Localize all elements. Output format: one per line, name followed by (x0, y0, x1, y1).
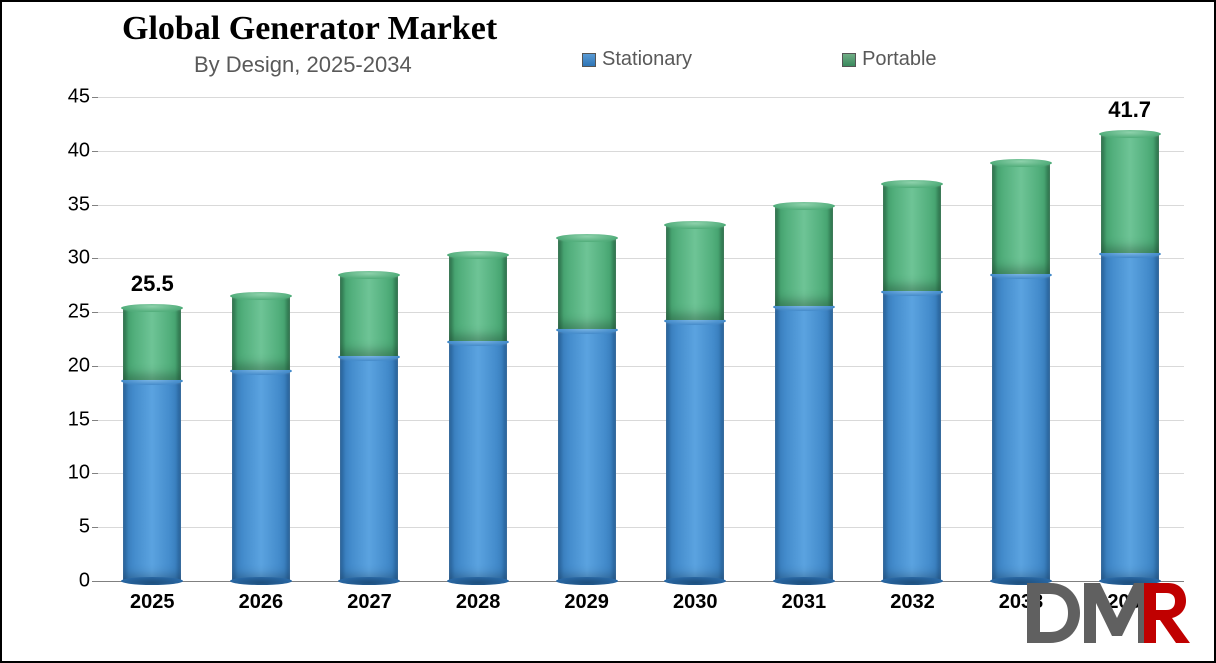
bar-segment-portable (992, 162, 1050, 275)
dmr-logo-icon (1022, 578, 1192, 648)
bar-slot: 2028 (424, 97, 533, 581)
bar-stack (123, 97, 181, 581)
legend: Stationary Portable (582, 48, 937, 71)
bar-segment-portable (232, 295, 290, 370)
bar-segment-stationary (558, 329, 616, 581)
bar-segment-stationary (340, 356, 398, 581)
y-tick-label: 30 (48, 247, 90, 270)
y-tick-label: 35 (48, 193, 90, 216)
bar-stack (449, 97, 507, 581)
bar-stack (340, 97, 398, 581)
y-tick-label: 40 (48, 139, 90, 162)
bar-segment-portable (123, 307, 181, 380)
bar-slot: 2029 (532, 97, 641, 581)
bar-stack (883, 97, 941, 581)
bar-segment-portable (340, 274, 398, 356)
bar-stack (992, 97, 1050, 581)
y-tick-label: 5 (48, 516, 90, 539)
bar-stack (666, 97, 724, 581)
bar-segment-stationary (992, 274, 1050, 581)
legend-label-portable: Portable (862, 48, 937, 71)
bar-slot: 2027 (315, 97, 424, 581)
bar-segment-stationary (883, 291, 941, 581)
x-tick-label: 2029 (564, 591, 609, 614)
bar-slot: 2032 (858, 97, 967, 581)
bar-stack (558, 97, 616, 581)
bar-segment-portable (1101, 133, 1159, 253)
y-tick-label: 15 (48, 408, 90, 431)
bar-slot: 2033 (967, 97, 1076, 581)
bar-stack (1101, 97, 1159, 581)
bar-slot: 203441.7 (1075, 97, 1184, 581)
x-tick-label: 2032 (890, 591, 935, 614)
bar-slot: 2026 (207, 97, 316, 581)
y-tick-label: 45 (48, 86, 90, 109)
bar-segment-portable (883, 183, 941, 291)
x-tick-label: 2031 (782, 591, 827, 614)
x-tick-label: 2026 (239, 591, 284, 614)
bar-segment-stationary (232, 370, 290, 581)
plot-area: 051015202530354045 202525.52026202720282… (48, 97, 1184, 581)
bars-container: 202525.520262027202820292030203120322033… (98, 97, 1184, 581)
legend-swatch-stationary (582, 53, 596, 67)
x-tick-label: 2027 (347, 591, 392, 614)
chart-title: Global Generator Market (122, 10, 497, 48)
bar-slot: 2030 (641, 97, 750, 581)
legend-label-stationary: Stationary (602, 48, 692, 71)
bar-segment-portable (775, 205, 833, 306)
chart-subtitle: By Design, 2025-2034 (194, 52, 412, 78)
bar-segment-stationary (123, 380, 181, 581)
y-tick-label: 0 (48, 570, 90, 593)
bar-slot: 202525.5 (98, 97, 207, 581)
bar-segment-stationary (449, 341, 507, 581)
y-tick-label: 10 (48, 462, 90, 485)
data-label: 41.7 (1108, 97, 1151, 123)
bar-segment-portable (666, 224, 724, 320)
x-tick-label: 2030 (673, 591, 718, 614)
bar-stack (232, 97, 290, 581)
legend-item-portable: Portable (842, 48, 937, 71)
x-tick-label: 2028 (456, 591, 501, 614)
logo (1022, 578, 1192, 653)
y-tick-label: 20 (48, 354, 90, 377)
data-label: 25.5 (131, 271, 174, 297)
bar-stack (775, 97, 833, 581)
bar-slot: 2031 (750, 97, 859, 581)
bar-segment-stationary (775, 306, 833, 581)
y-tick-label: 25 (48, 301, 90, 324)
bar-segment-stationary (1101, 253, 1159, 581)
bar-segment-portable (558, 237, 616, 329)
legend-swatch-portable (842, 53, 856, 67)
bar-segment-stationary (666, 320, 724, 581)
legend-item-stationary: Stationary (582, 48, 692, 71)
x-tick-label: 2025 (130, 591, 175, 614)
tickmark (92, 581, 98, 582)
chart-frame: Global Generator Market By Design, 2025-… (0, 0, 1216, 663)
bar-segment-portable (449, 254, 507, 341)
